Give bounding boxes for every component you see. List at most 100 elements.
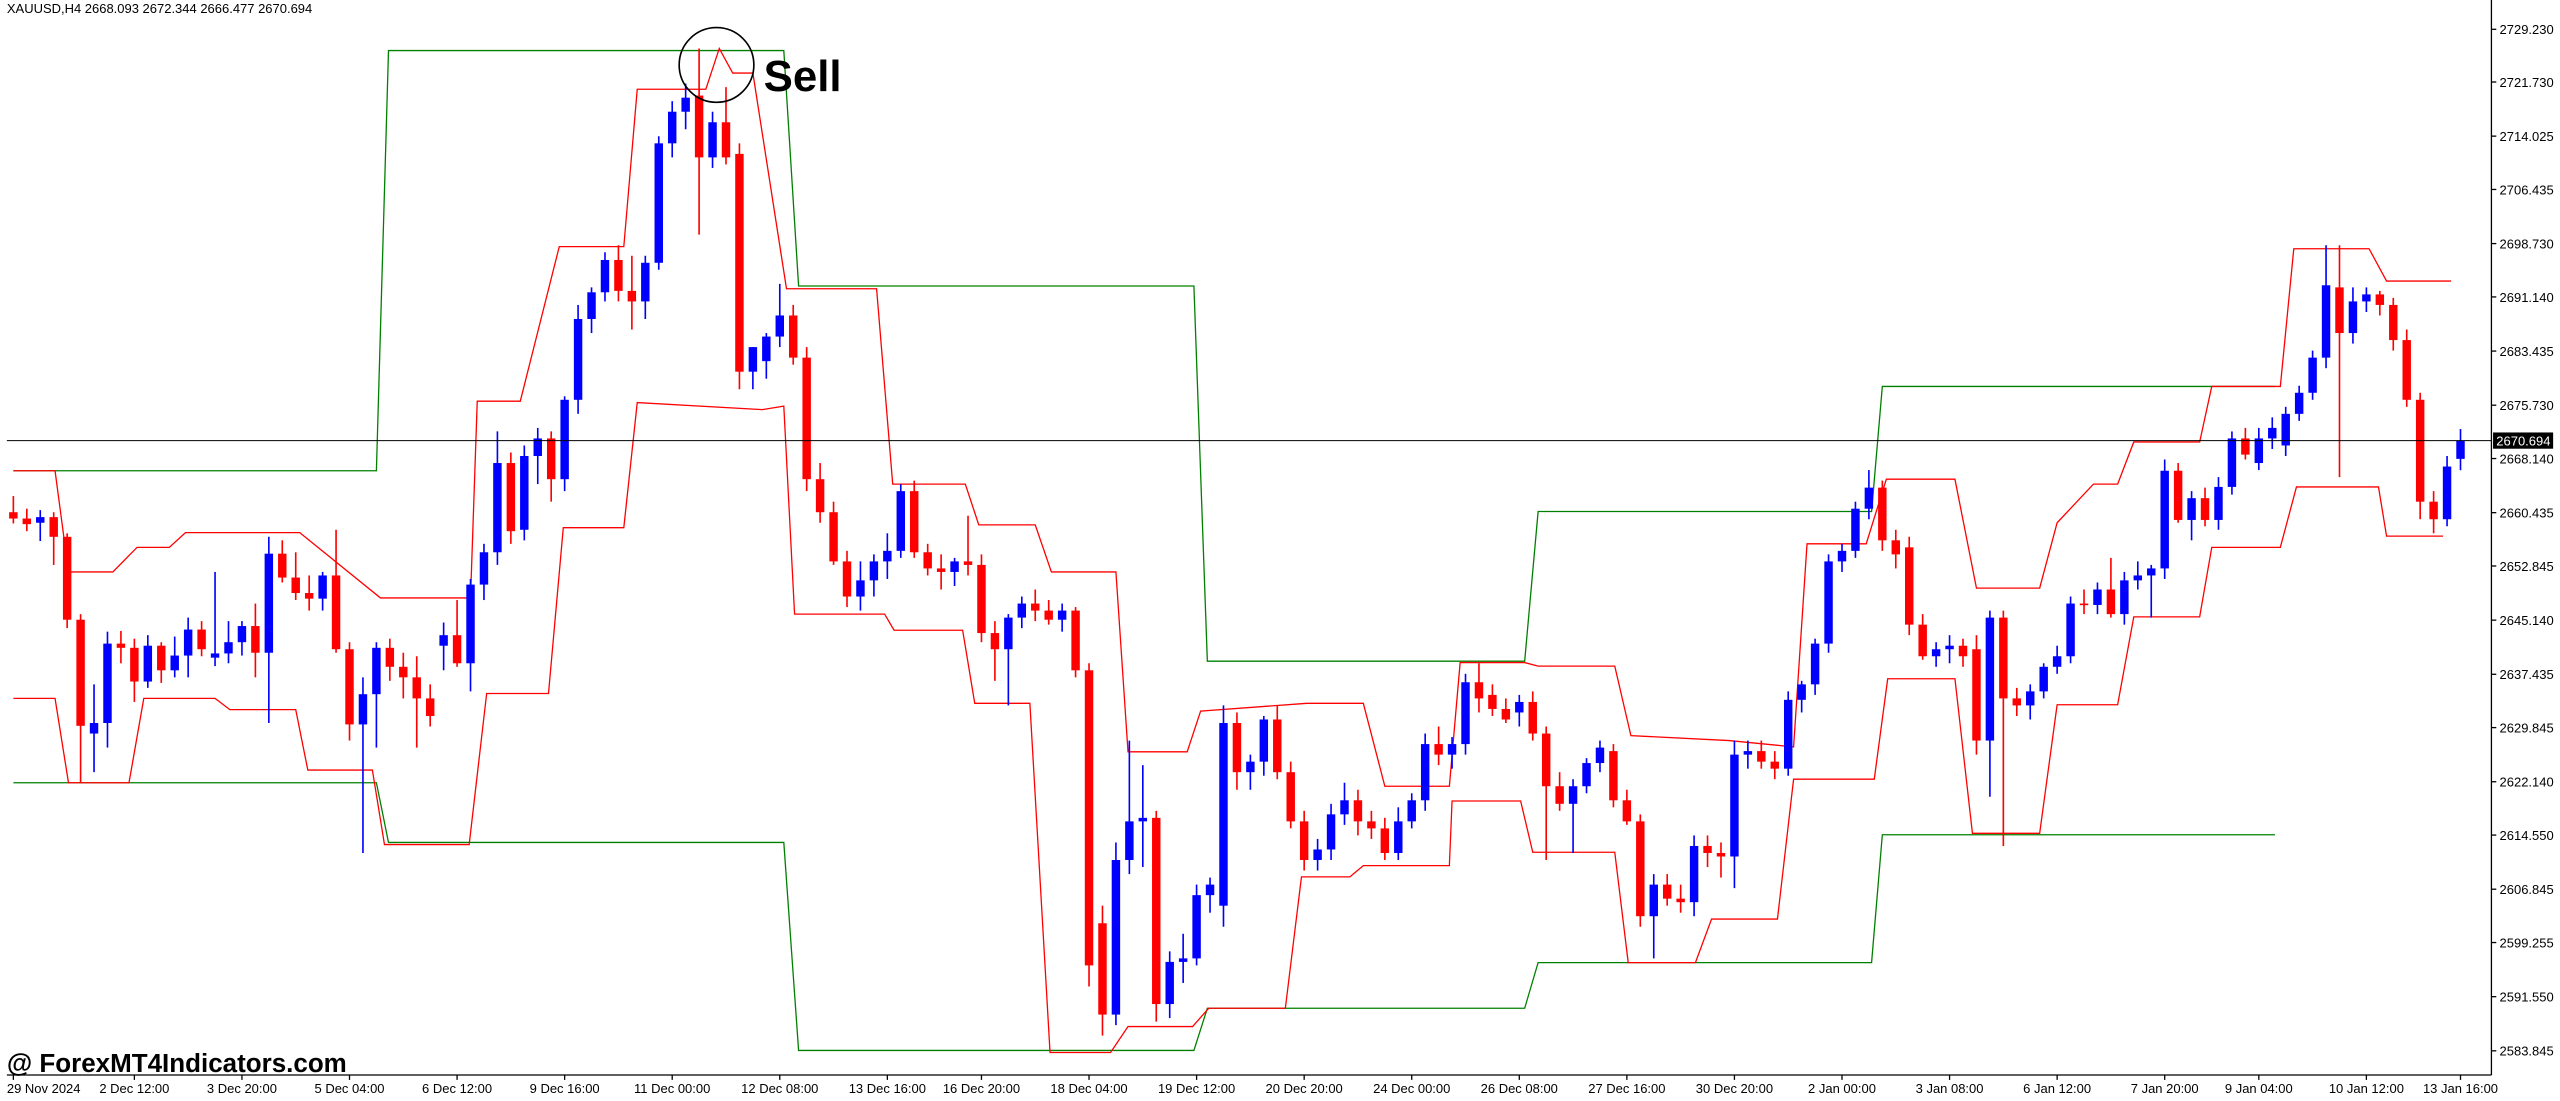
candle-body: [2066, 603, 2075, 657]
watermark: @ ForexMT4Indicators.com: [7, 1048, 347, 1078]
y-tick-label: 2645.140: [2500, 613, 2554, 628]
candle-body: [1689, 845, 1699, 903]
candle-body: [1770, 761, 1779, 769]
candle-body: [1340, 800, 1349, 815]
candle-body: [1837, 550, 1847, 562]
channel-line: [13, 401, 2444, 1054]
candle-body: [788, 315, 798, 358]
candle-body: [1636, 821, 1645, 917]
candle-body: [641, 262, 650, 302]
candle-body: [1582, 763, 1591, 787]
candle-body: [318, 575, 327, 599]
candle-body: [1367, 821, 1376, 829]
candle-body: [1098, 923, 1107, 1015]
candle-body: [1246, 761, 1255, 773]
candle-body: [1945, 645, 1954, 650]
signal-label: Sell: [764, 52, 842, 101]
candle-body: [614, 259, 623, 291]
x-tick-label: 3 Dec 20:00: [207, 1081, 277, 1096]
price-label-box: [2493, 432, 2554, 449]
x-tick-label: 13 Dec 16:00: [849, 1081, 926, 1096]
candle-body: [1420, 744, 1430, 801]
y-tick-label: 2668.140: [2500, 451, 2554, 466]
candle-body: [466, 584, 475, 664]
candle-body: [1259, 719, 1269, 762]
candle-body: [1622, 800, 1632, 822]
candle-body: [1474, 682, 1484, 699]
y-tick-label: 2606.845: [2500, 882, 2554, 897]
candle-body: [1488, 694, 1497, 709]
candle-body: [842, 561, 852, 597]
candle-body: [748, 347, 758, 372]
candle-body: [237, 626, 247, 643]
candle-body: [923, 552, 932, 569]
candle-body: [775, 315, 784, 337]
candle-body: [856, 580, 865, 597]
y-tick-label: 2591.550: [2500, 990, 2554, 1005]
candle-body: [278, 553, 287, 578]
candle-body: [89, 723, 99, 734]
x-tick-label: 24 Dec 00:00: [1373, 1081, 1450, 1096]
candle-body: [2241, 438, 2250, 455]
candle-body: [385, 647, 395, 667]
candle-body: [143, 645, 153, 682]
signal-circle: [678, 26, 755, 104]
candle-body: [2147, 568, 2156, 576]
candle-body: [1434, 744, 1443, 755]
candle-body: [1891, 540, 1901, 555]
candle-body: [425, 698, 435, 716]
candle-body: [2106, 589, 2116, 615]
candle-body: [1152, 817, 1161, 1005]
channel-line: [13, 49, 2275, 662]
x-tick-label: 19 Dec 12:00: [1158, 1081, 1235, 1096]
x-tick-label: 6 Dec 12:00: [422, 1081, 492, 1096]
candle-body: [62, 536, 72, 620]
candle-body: [372, 647, 381, 695]
candle-body: [762, 336, 771, 362]
candle-body: [1958, 645, 1968, 657]
candle-body: [1447, 744, 1457, 755]
candle-body: [2375, 294, 2385, 305]
candle-body: [1541, 733, 1551, 787]
candle-body: [2294, 392, 2304, 414]
x-tick-label: 27 Dec 16:00: [1588, 1081, 1665, 1096]
candle-body: [815, 479, 825, 513]
candle-body: [627, 290, 637, 302]
candle-body: [1125, 821, 1134, 861]
candle-body: [493, 463, 502, 553]
candle-body: [2160, 470, 2169, 569]
candle-body: [1528, 701, 1537, 734]
candle-body: [1931, 649, 1941, 657]
candle-body: [1568, 786, 1578, 804]
candle-body: [506, 463, 516, 532]
candle-body: [2308, 357, 2317, 393]
candle-body: [681, 97, 690, 112]
candle-body: [2335, 287, 2344, 334]
candle-body: [2052, 656, 2062, 667]
y-tick-label: 2721.730: [2500, 75, 2554, 90]
candle-body: [1716, 852, 1726, 857]
candle-body: [654, 143, 663, 263]
candle-body: [721, 122, 731, 158]
candle-body: [1864, 487, 1874, 509]
candle-body: [963, 561, 973, 565]
candle-body: [103, 643, 112, 724]
candle-body: [2281, 413, 2290, 446]
y-tick-label: 2629.845: [2500, 720, 2554, 735]
candle-body: [1905, 547, 1914, 625]
candle-body: [170, 655, 179, 671]
candle-body: [1878, 487, 1887, 541]
candle-body: [694, 95, 704, 158]
x-tick-label: 16 Dec 20:00: [943, 1081, 1020, 1096]
candle-body: [1192, 895, 1201, 959]
candle-body: [210, 653, 220, 658]
candle-body: [1219, 723, 1228, 906]
candle-body: [1797, 684, 1806, 700]
candle-body: [573, 318, 583, 400]
x-tick-label: 7 Jan 20:00: [2131, 1081, 2199, 1096]
candle-body: [304, 593, 314, 599]
x-tick-label: 18 Dec 04:00: [1050, 1081, 1127, 1096]
candle-body: [1044, 610, 1053, 620]
